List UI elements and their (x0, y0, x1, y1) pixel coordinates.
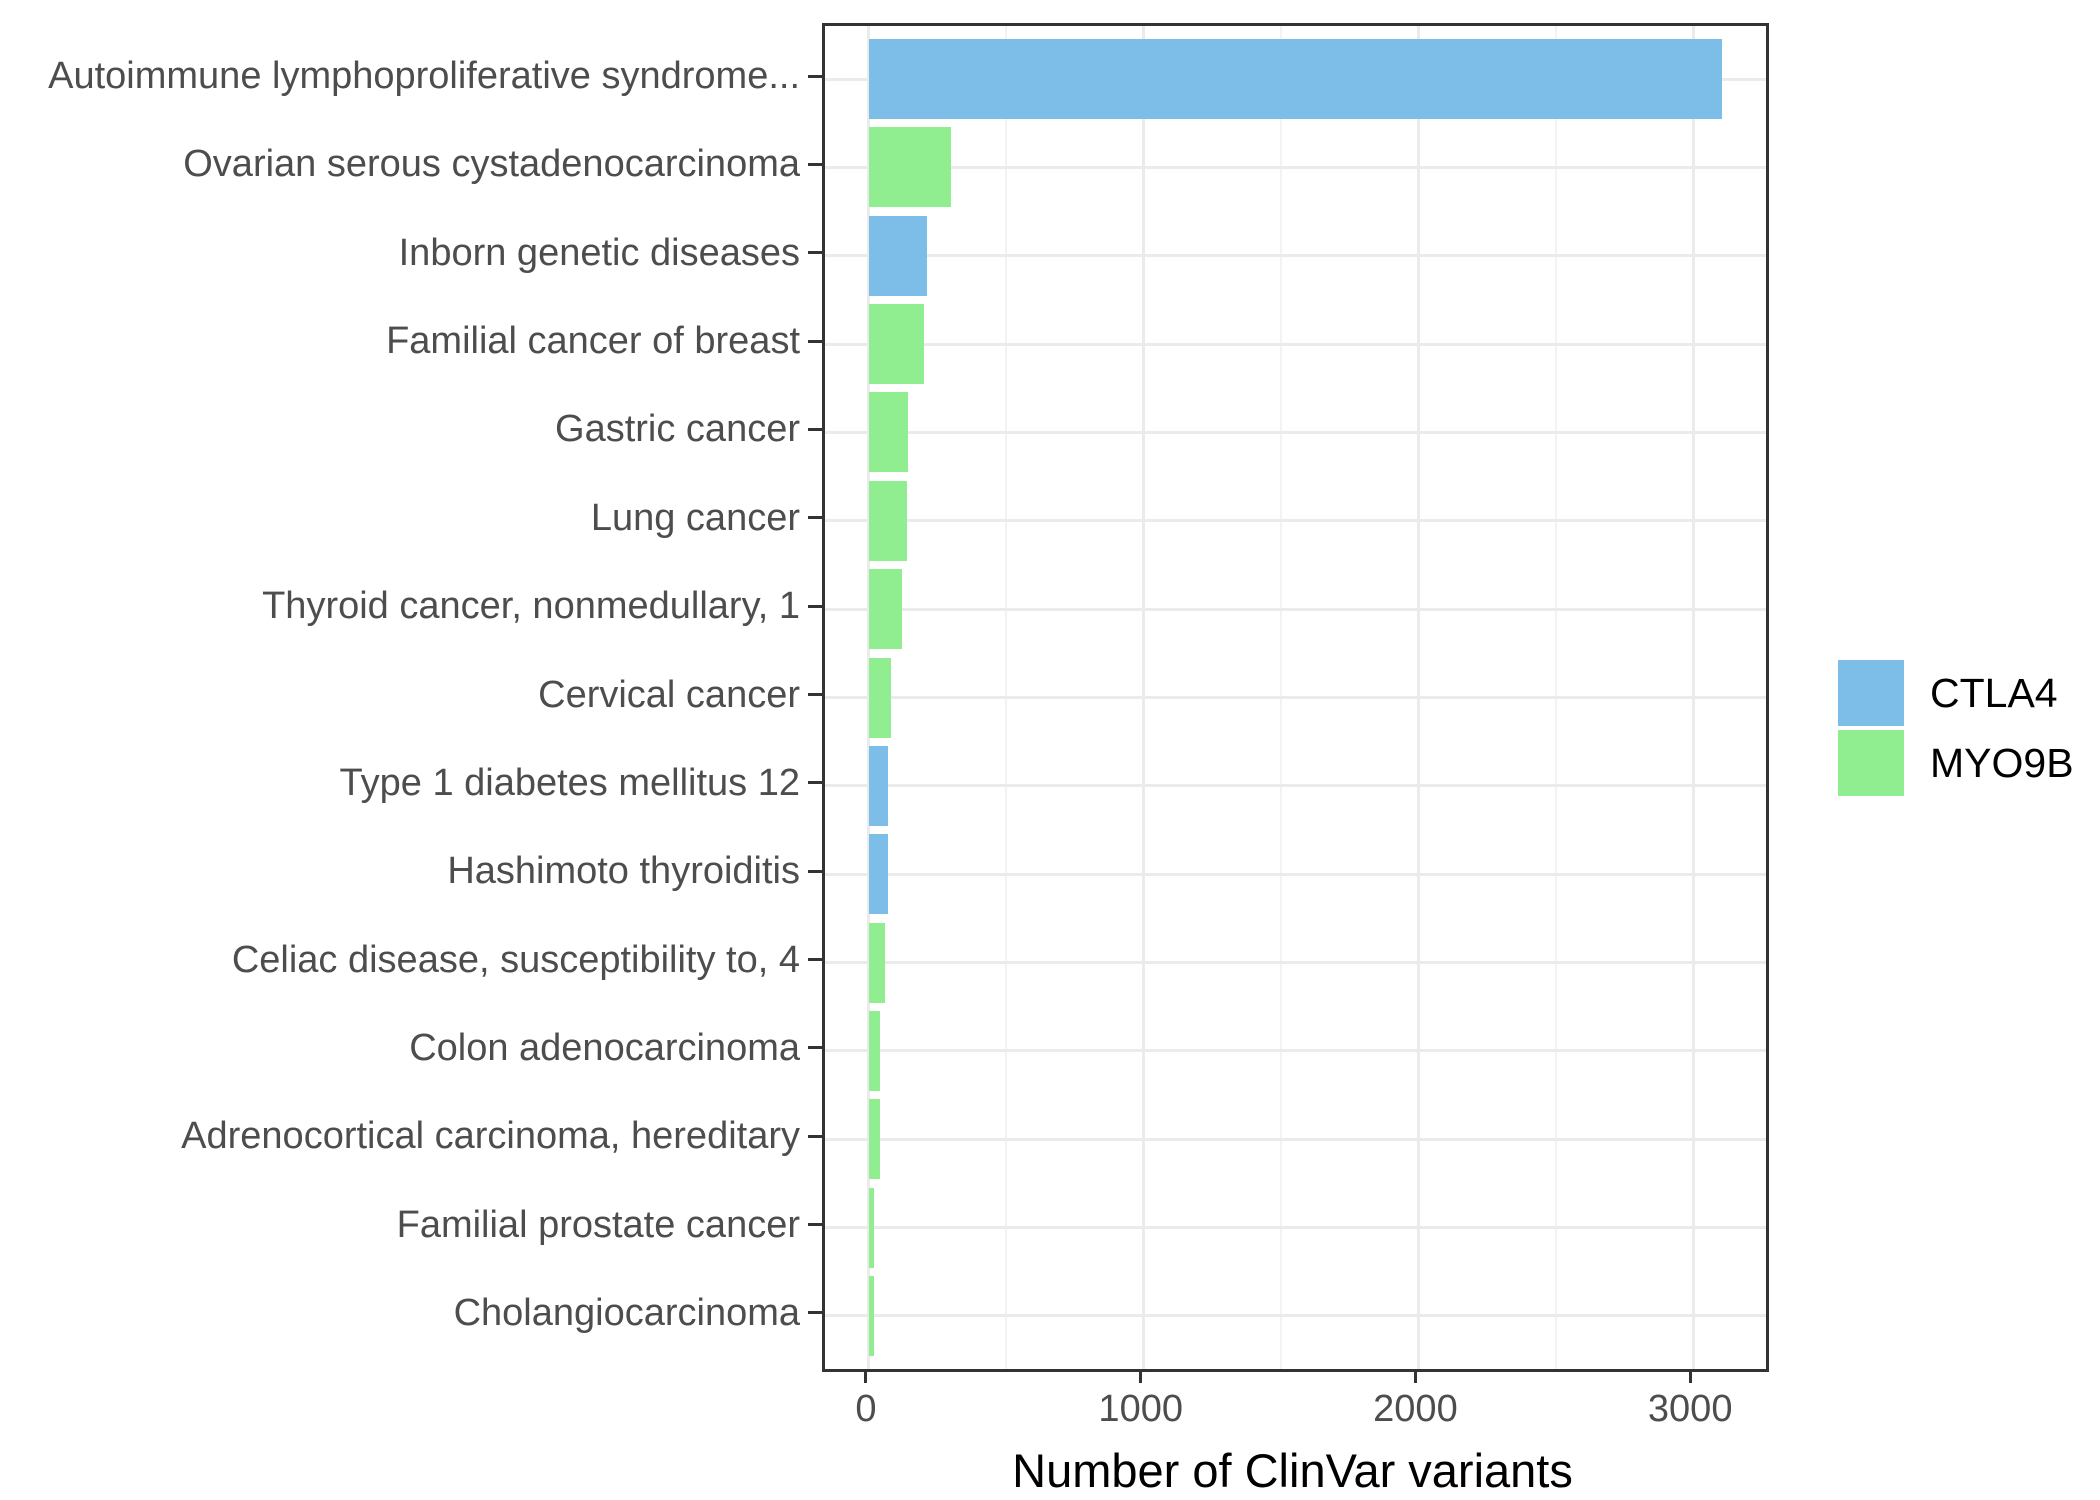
y-tick-label: Inborn genetic diseases (398, 231, 800, 274)
x-tick-mark (1139, 1369, 1143, 1383)
y-tick-mark (808, 251, 822, 255)
bar-myo9b (868, 569, 902, 650)
gridline-row (825, 607, 1766, 611)
y-tick-label: Type 1 diabetes mellitus 12 (339, 761, 801, 804)
y-tick-label: Hashimoto thyroiditis (447, 850, 800, 893)
y-tick-label: Lung cancer (590, 496, 800, 539)
x-tick-mark (1413, 1369, 1417, 1383)
plot-panel (822, 23, 1769, 1372)
bar-ctla4 (868, 39, 1723, 119)
gridline-row (825, 961, 1766, 965)
legend-entry-myo9b: MYO9B (1838, 730, 2074, 796)
y-tick-mark (808, 427, 822, 431)
y-tick-mark (808, 869, 822, 873)
gridline-row (825, 696, 1766, 699)
legend: CTLA4 MYO9B (1838, 660, 2074, 800)
bar-myo9b (868, 127, 952, 208)
x-axis-title: Number of ClinVar variants (1012, 1444, 1573, 1497)
y-tick-mark (808, 516, 822, 520)
gridline-row (825, 430, 1766, 434)
gridline-row (825, 254, 1766, 258)
legend-entry-ctla4: CTLA4 (1838, 660, 2074, 726)
y-tick-mark (808, 781, 822, 785)
x-tick-mark (864, 1369, 868, 1383)
y-tick-label: Cholangiocarcinoma (453, 1291, 800, 1334)
gridline-row (825, 342, 1766, 346)
x-tick-label: 1000 (1098, 1388, 1183, 1430)
y-tick-mark (808, 604, 822, 608)
y-tick-mark (808, 74, 822, 78)
y-tick-label: Cervical cancer (538, 673, 800, 716)
legend-label-ctla4: CTLA4 (1930, 669, 2058, 716)
bar-myo9b (868, 392, 908, 473)
y-tick-label: Ovarian serous cystadenocarcinoma (183, 143, 800, 186)
x-tick-label: 2000 (1373, 1388, 1458, 1430)
bar-myo9b (868, 1099, 881, 1180)
y-tick-mark (808, 1134, 822, 1138)
bar-myo9b (868, 1010, 881, 1091)
bar-myo9b (868, 657, 891, 738)
y-tick-mark (808, 1311, 822, 1315)
legend-swatch-ctla4 (1838, 660, 1904, 726)
bar-ctla4 (868, 834, 888, 915)
bar-myo9b (868, 480, 907, 561)
gridline-row (825, 1049, 1766, 1053)
bar-ctla4 (868, 745, 889, 826)
bar-ctla4 (868, 215, 927, 296)
gridline-row (825, 165, 1766, 169)
y-tick-mark (808, 1223, 822, 1227)
bar-myo9b (868, 1187, 875, 1268)
y-tick-label: Adrenocortical carcinoma, hereditary (181, 1115, 800, 1158)
x-tick-mark (1688, 1369, 1692, 1383)
bar-myo9b (868, 1275, 874, 1356)
y-tick-label: Celiac disease, susceptibility to, 4 (231, 938, 800, 981)
gridline-row (825, 784, 1766, 788)
gridline-row (825, 519, 1766, 523)
gridline-row (825, 1314, 1766, 1318)
y-tick-mark (808, 339, 822, 343)
y-tick-label: Gastric cancer (555, 408, 800, 451)
y-tick-label: Thyroid cancer, nonmedullary, 1 (262, 585, 800, 628)
x-tick-label: 3000 (1647, 1388, 1733, 1430)
gridline-row (825, 1226, 1766, 1230)
y-tick-label: Colon adenocarcinoma (409, 1026, 800, 1069)
y-tick-label: Autoimmune lymphoproliferative syndrome.… (48, 55, 800, 97)
bar-myo9b (868, 922, 885, 1003)
x-tick-label: 0 (855, 1388, 877, 1430)
y-tick-label: Familial cancer of breast (386, 320, 800, 363)
y-tick-mark (808, 958, 822, 962)
y-tick-mark (808, 162, 822, 166)
bar-myo9b (868, 304, 924, 385)
legend-label-myo9b: MYO9B (1930, 739, 2074, 786)
y-tick-mark (808, 693, 822, 696)
y-tick-label: Familial prostate cancer (396, 1203, 800, 1246)
gridline-row (825, 1137, 1766, 1141)
y-tick-mark (808, 1046, 822, 1050)
legend-swatch-myo9b (1838, 730, 1904, 796)
gridline-row (825, 872, 1766, 876)
